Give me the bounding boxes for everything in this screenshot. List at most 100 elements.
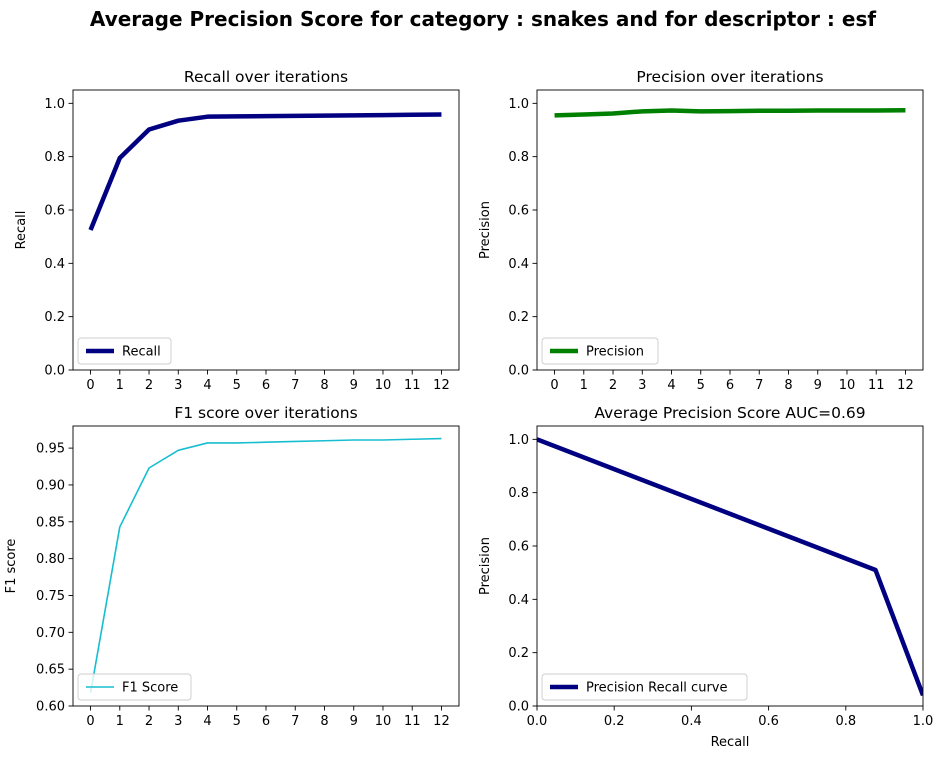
y-axis-label-f1: F1 score	[4, 539, 19, 594]
y-tick-label: 0.8	[508, 486, 529, 501]
y-tick-label: 0.90	[36, 478, 65, 493]
y-tick-label: 0.60	[36, 700, 65, 715]
x-tick-label: 1	[116, 714, 124, 729]
y-axis-label-precision: Precision	[478, 201, 493, 259]
y-tick-label: 1.0	[508, 433, 529, 448]
series-line-pr_curve	[537, 437, 923, 697]
axes-frame-f1	[72, 425, 460, 707]
x-tick-label: 12	[897, 378, 914, 393]
y-axis-label-pr_curve: Precision	[478, 537, 493, 595]
x-tick-label: 9	[814, 378, 822, 393]
legend-box	[77, 337, 172, 365]
subplot-recall: 0 1 2 3 4 5 6 7 8 9 10 11 120.00.20.40.60.81.0Recall…	[14, 68, 460, 393]
y-tick-label: 0.0	[508, 364, 529, 379]
y-tick-label: 1.0	[44, 97, 65, 112]
x-tick-label: 10	[375, 714, 392, 729]
x-axis-label-pr_curve: Recall	[711, 735, 750, 750]
x-tick-label: 3	[174, 714, 182, 729]
y-tick-label: 0.2	[508, 646, 529, 661]
subplot-f1: 0 1 2 3 4 5 6 7 8 9 10 11 120.600.650.700.750.800.85…	[4, 404, 460, 729]
x-tick-label: 8	[320, 378, 328, 393]
x-tick-label: 1.0	[913, 714, 934, 729]
series-line-f1	[89, 437, 442, 693]
x-tick-label: 8	[784, 378, 792, 393]
x-tick-label: 4	[203, 378, 211, 393]
legend-box	[541, 673, 748, 701]
x-tick-label: 2	[145, 714, 153, 729]
y-tick-label: 0.6	[44, 204, 65, 219]
axes-frame-precision	[536, 89, 924, 371]
x-tick-label: 2	[145, 378, 153, 393]
x-tick-label: 12	[433, 714, 450, 729]
x-tick-label: 7	[291, 378, 299, 393]
y-tick-label: 0.6	[508, 204, 529, 219]
x-tick-label: 5	[233, 714, 241, 729]
y-tick-label: 0.2	[508, 310, 529, 325]
figure-title: Average Precision Score for category : s…	[90, 7, 876, 31]
x-tick-label: 3	[638, 378, 646, 393]
y-axis-label-recall: Recall	[14, 211, 29, 250]
legend-box	[77, 673, 192, 701]
legend-box	[541, 337, 659, 365]
x-tick-label: 3	[174, 378, 182, 393]
legend-label: F1 Score	[122, 681, 178, 696]
x-tick-label: 12	[433, 378, 450, 393]
x-tick-label: 2	[609, 378, 617, 393]
x-tick-label: 0	[550, 378, 558, 393]
y-tick-label: 0.95	[36, 442, 65, 457]
x-tick-label: 10	[375, 378, 392, 393]
x-tick-label: 0.0	[527, 714, 548, 729]
subplot-pr_curve: 0.0 0.2 0.4 0.6 0.8 1.0 0.0 0.2 0.4 0.6 0.8 1.0 Aver…	[478, 404, 933, 750]
y-tick-label: 0.2	[44, 310, 65, 325]
axes-frame-recall	[72, 89, 460, 371]
legend-label: Precision Recall curve	[586, 681, 727, 696]
legend-label: Recall	[122, 345, 161, 360]
subplot-title-precision: Precision over iterations	[636, 68, 823, 86]
y-tick-label: 0.6	[508, 540, 529, 555]
legend-f1: F1 Score	[77, 673, 192, 701]
y-tick-label: 0.8	[508, 150, 529, 165]
y-tick-label: 0.70	[36, 626, 65, 641]
x-tick-label: 11	[868, 378, 885, 393]
x-tick-label: 5	[233, 378, 241, 393]
y-tick-label: 0.4	[508, 593, 529, 608]
subplot-precision: 0 1 2 3 4 5 6 7 8 9 10 11 120.00.20.40.60.81.0Precis…	[478, 68, 924, 393]
legend-precision: Precision	[541, 337, 659, 365]
series-line-precision	[554, 108, 906, 118]
y-tick-label: 0.8	[44, 150, 65, 165]
x-tick-label: 0.2	[604, 714, 625, 729]
x-tick-label: 9	[350, 714, 358, 729]
x-tick-label: 6	[262, 378, 270, 393]
x-tick-label: 0	[86, 714, 94, 729]
legend-recall: Recall	[77, 337, 172, 365]
x-tick-label: 5	[697, 378, 705, 393]
y-tick-label: 0.65	[36, 663, 65, 678]
legend-label: Precision	[586, 345, 644, 360]
x-tick-label: 11	[404, 378, 421, 393]
y-tick-label: 0.0	[508, 700, 529, 715]
series-line-recall	[88, 112, 442, 231]
x-tick-label: 9	[350, 378, 358, 393]
y-tick-label: 0.75	[36, 589, 65, 604]
x-tick-label: 7	[755, 378, 763, 393]
x-tick-label: 7	[291, 714, 299, 729]
x-tick-label: 4	[667, 378, 675, 393]
x-tick-label: 8	[320, 714, 328, 729]
x-tick-label: 11	[404, 714, 421, 729]
x-tick-label: 10	[839, 378, 856, 393]
y-tick-label: 1.0	[508, 97, 529, 112]
x-tick-label: 6	[262, 714, 270, 729]
y-tick-label: 0.4	[44, 257, 65, 272]
axes-frame-pr_curve	[536, 425, 924, 707]
y-tick-label: 0.4	[508, 257, 529, 272]
subplot-title-f1: F1 score over iterations	[174, 404, 357, 422]
x-tick-label: 0	[86, 378, 94, 393]
y-tick-label: 0.0	[44, 364, 65, 379]
x-tick-label: 6	[726, 378, 734, 393]
x-tick-label: 0.4	[681, 714, 702, 729]
subplot-title-recall: Recall over iterations	[184, 68, 348, 86]
y-tick-label: 0.80	[36, 552, 65, 567]
x-tick-label: 0.8	[835, 714, 856, 729]
subplot-title-pr_curve: Average Precision Score AUC=0.69	[594, 404, 865, 422]
